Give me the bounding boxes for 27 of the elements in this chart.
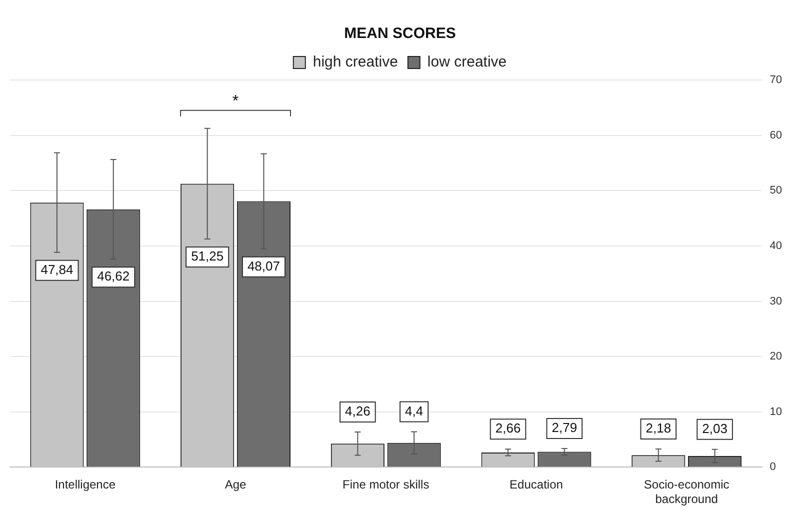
y-tick-label: 30 [770,295,782,308]
y-tick-label: 10 [770,406,782,418]
y-tick-label: 50 [770,184,782,197]
y-tick-label: 20 [770,350,782,363]
data-label: 46,62 [97,268,130,284]
x-tick-label: Intelligence [54,478,116,492]
data-label: 4,26 [345,404,370,419]
data-label: 2,18 [646,420,672,436]
y-tick-label: 70 [770,74,782,86]
data-label: 48,07 [247,258,280,274]
data-label: 2,03 [702,420,728,436]
y-tick-label: 40 [770,240,782,252]
x-tick-label: Education [510,478,563,492]
legend-label: low creative [427,54,507,71]
y-tick-label: 60 [770,129,782,142]
data-label: 4,4 [405,403,424,418]
chart-title: MEAN SCORES [344,25,456,42]
data-label: 51,25 [191,248,224,264]
y-tick-label: 0 [770,461,776,474]
annotation: * [232,92,239,110]
data-label: 2,66 [495,420,521,436]
x-tick-label: Fine motor skills [342,478,430,492]
x-tick-label: Socio-economic background [644,478,730,506]
legend-label: high creative [312,54,398,71]
data-label: 2,79 [552,420,578,436]
data-label: 47,84 [40,262,74,277]
x-tick-label: Age [224,478,247,492]
